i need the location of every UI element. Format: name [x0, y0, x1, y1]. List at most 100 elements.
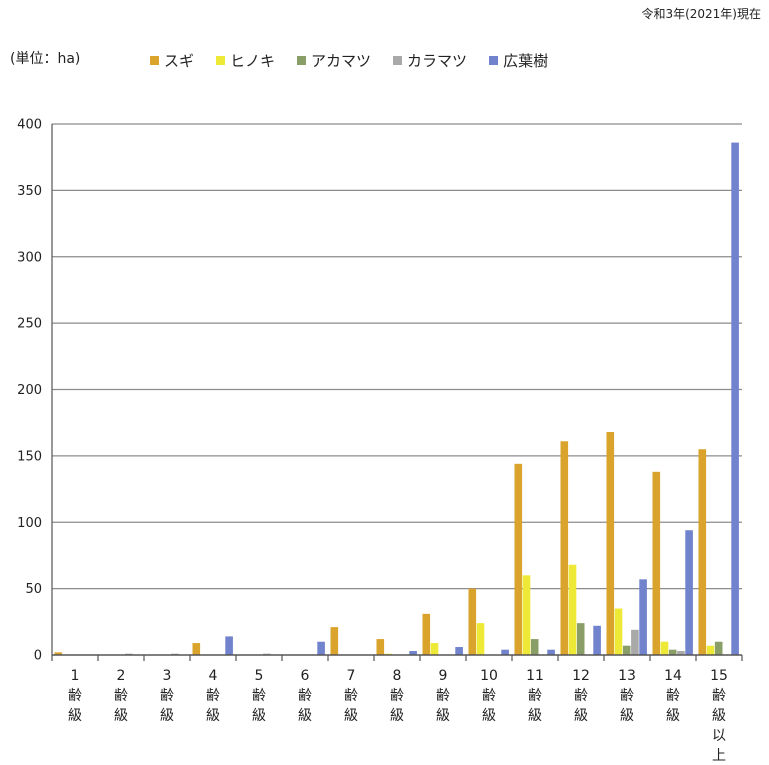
- bar-series-0-cat-14: [698, 449, 707, 655]
- grid-lines: [52, 123, 742, 590]
- x-category-label: 級: [206, 708, 220, 724]
- axes: 0 50 100 150 200 250 300 350 400 1 齢級 2 齢級 3 齢級 4 齢級 5 齢級 6…: [17, 118, 743, 764]
- x-category-label: 2: [117, 668, 126, 684]
- x-category-label: 8: [393, 668, 402, 684]
- x-category-label: 4: [209, 668, 218, 684]
- bar-series-2-cat-10: [530, 639, 539, 655]
- x-category-label: 級: [160, 708, 174, 724]
- bar-series-3-cat-13: [677, 651, 685, 655]
- y-tick-label: 200: [17, 383, 42, 398]
- x-category-label: 14: [664, 668, 682, 684]
- bar-series-0-cat-3: [192, 643, 201, 655]
- legend-item-2: アカマツ: [297, 50, 371, 71]
- x-category-label: 級: [114, 708, 128, 724]
- bar-series-1-cat-13: [660, 641, 669, 655]
- x-category-label: 齢: [528, 688, 542, 704]
- x-category-label: 齢: [436, 688, 450, 704]
- bar-series-4-cat-7: [409, 651, 417, 655]
- bar-series-2-cat-11: [576, 623, 585, 655]
- date-note: 令和3年(2021年)現在: [641, 7, 761, 21]
- x-category-label: 齢: [666, 688, 680, 704]
- x-category-label: 級: [528, 708, 542, 724]
- bar-series-0-cat-10: [514, 463, 523, 655]
- x-category-label: 齢: [482, 688, 496, 704]
- x-category-label: 級: [252, 708, 266, 724]
- y-tick-label: 150: [17, 449, 42, 464]
- x-category-label: 級: [390, 708, 404, 724]
- legend-label: スギ: [164, 52, 195, 70]
- y-tick-label: 350: [17, 184, 42, 199]
- bar-series-1-cat-9: [476, 623, 485, 655]
- bar-series-4-cat-14: [731, 142, 739, 655]
- bar-series-2-cat-12: [622, 645, 631, 655]
- x-category-label: 齢: [344, 688, 358, 704]
- legend-label: アカマツ: [311, 52, 372, 70]
- legend-item-1: ヒノキ: [216, 50, 275, 71]
- x-category-label: 6: [301, 668, 310, 684]
- y-tick-label: 400: [17, 118, 42, 133]
- x-category-label: 級: [574, 708, 588, 724]
- x-category-label: 11: [526, 668, 544, 684]
- bar-series-1-cat-11: [568, 564, 577, 655]
- bar-series-4-cat-5: [317, 641, 325, 655]
- x-category-label: 齢: [574, 688, 588, 704]
- y-tick-label: 300: [17, 250, 42, 265]
- legend: スギ ヒノキ アカマツ カラマツ 広葉樹: [150, 50, 570, 71]
- x-category-label: 12: [572, 668, 590, 684]
- bar-series-2-cat-13: [668, 649, 677, 655]
- legend-item-3: カラマツ: [393, 50, 467, 71]
- bar-series-4-cat-11: [593, 625, 601, 655]
- y-tick-label: 100: [17, 516, 42, 531]
- x-category-label: 齢: [298, 688, 312, 704]
- x-category-label: 級: [298, 708, 312, 724]
- bar-series-4-cat-13: [685, 530, 693, 655]
- x-category-label: 5: [255, 668, 264, 684]
- y-tick-label: 0: [34, 649, 42, 664]
- bar-series-4-cat-9: [501, 649, 509, 655]
- bar-series-3-cat-12: [631, 629, 639, 655]
- x-category-label: 1: [71, 668, 80, 684]
- legend-swatch: [150, 56, 159, 65]
- legend-item-0: スギ: [150, 50, 194, 71]
- x-category-label: 齢: [68, 688, 82, 704]
- bar-series-4-cat-8: [455, 647, 463, 655]
- legend-label: 広葉樹: [503, 52, 549, 70]
- bar-series-1-cat-12: [614, 608, 623, 655]
- bar-series-0-cat-13: [652, 471, 661, 655]
- bar-series-2-cat-14: [714, 641, 723, 655]
- bar-series-0-cat-0: [54, 652, 63, 655]
- bar-series-4-cat-12: [639, 579, 647, 655]
- x-category-label: 齢: [160, 688, 174, 704]
- bar-series-1-cat-10: [522, 575, 531, 655]
- x-category-label: 15: [710, 668, 728, 684]
- x-category-label: 3: [163, 668, 172, 684]
- y-tick-label: 250: [17, 317, 42, 332]
- x-category-label: 以: [712, 728, 726, 744]
- legend-item-4: 広葉樹: [489, 50, 548, 71]
- unit-label: (単位：ha): [10, 51, 81, 67]
- x-category-label: 級: [666, 708, 680, 724]
- legend-swatch: [393, 56, 403, 65]
- x-category-label: 9: [439, 668, 448, 684]
- x-category-label: 齢: [114, 688, 128, 704]
- x-category-label: 齢: [206, 688, 220, 704]
- bar-series-4-cat-3: [225, 636, 233, 655]
- bar-series-0-cat-11: [560, 441, 569, 655]
- x-category-label: 級: [436, 708, 450, 724]
- legend-swatch: [297, 56, 307, 65]
- bar-series-0-cat-6: [330, 627, 339, 655]
- x-category-label: 齢: [390, 688, 404, 704]
- legend-label: カラマツ: [407, 52, 468, 70]
- legend-swatch: [489, 56, 499, 65]
- x-category-label: 齢: [620, 688, 634, 704]
- y-tick-label: 50: [25, 582, 42, 597]
- x-category-label: 齢: [252, 688, 266, 704]
- legend-swatch: [216, 56, 226, 65]
- bar-series-1-cat-8: [430, 643, 439, 655]
- bar-series-1-cat-14: [706, 645, 715, 655]
- bar-series-0-cat-8: [422, 613, 431, 655]
- x-category-label: 10: [480, 668, 498, 684]
- x-category-label: 齢: [712, 688, 726, 704]
- x-category-label: 級: [482, 708, 496, 724]
